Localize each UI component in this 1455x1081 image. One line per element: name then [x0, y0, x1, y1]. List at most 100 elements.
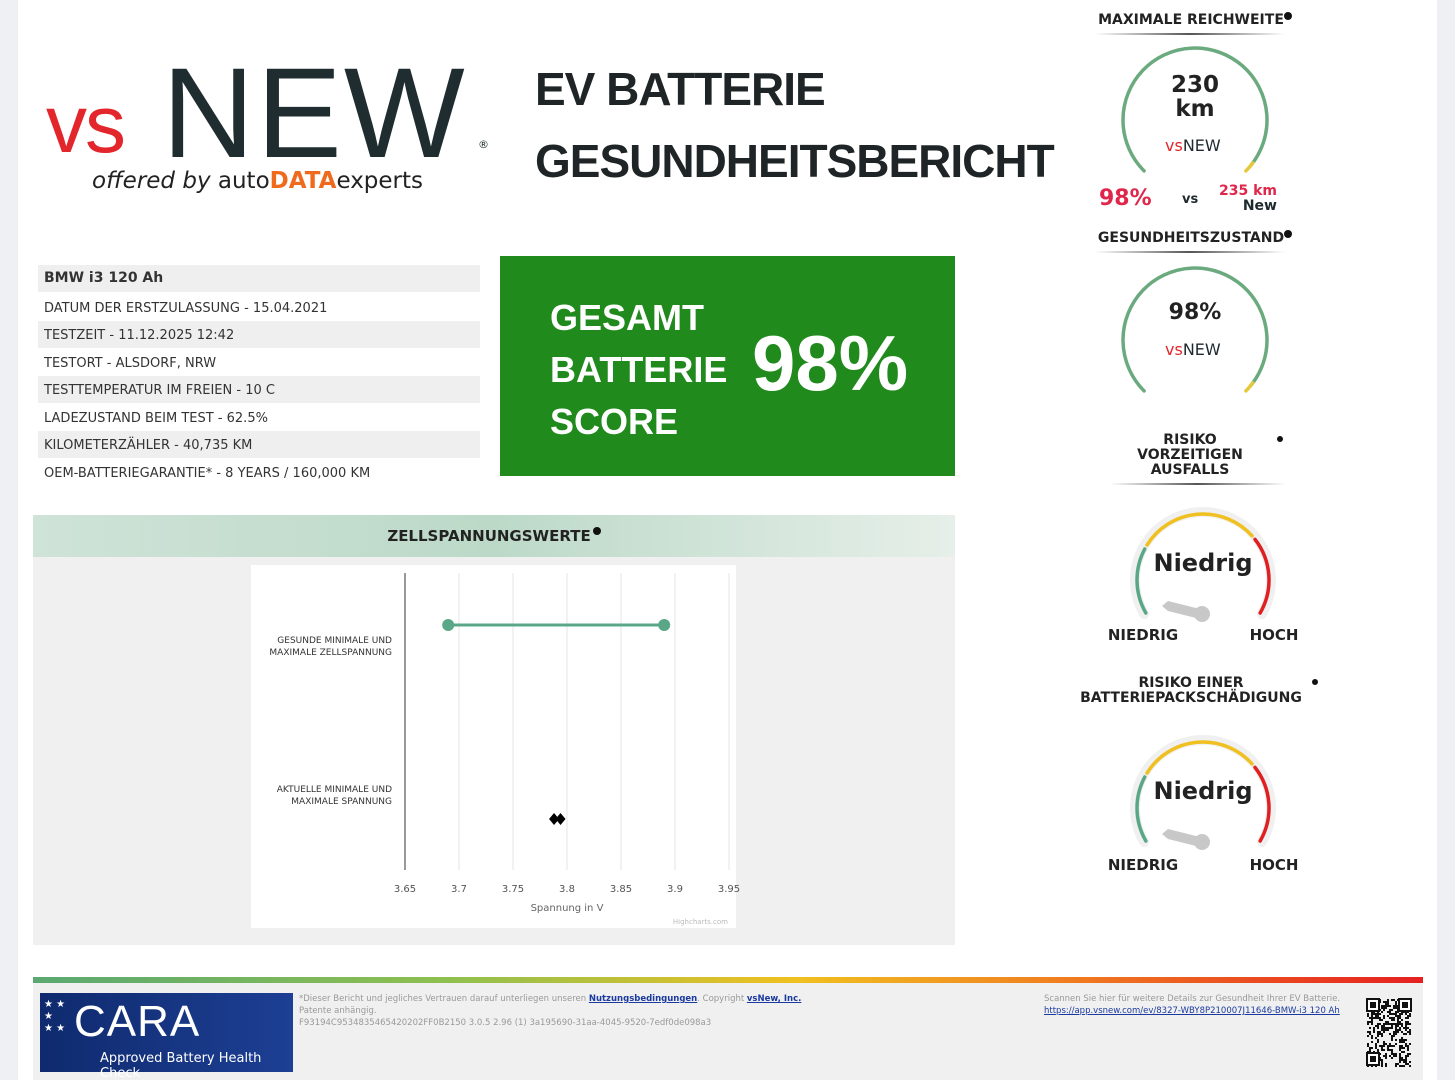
qr-module — [1369, 1017, 1371, 1019]
qr-module — [1403, 1059, 1405, 1061]
qr-module — [1401, 1045, 1403, 1047]
qr-module — [1389, 1005, 1391, 1007]
qr-module — [1375, 1015, 1377, 1017]
qr-module — [1399, 1021, 1401, 1023]
qr-module — [1381, 1035, 1383, 1037]
qr-module — [1393, 1033, 1395, 1035]
qr-module — [1409, 1053, 1411, 1055]
risk-gauge-mid-arc — [1145, 512, 1254, 547]
qr-module — [1399, 1061, 1401, 1063]
qr-module — [1381, 1011, 1383, 1013]
qr-module — [1387, 1001, 1389, 1003]
qr-module — [1379, 1033, 1381, 1035]
qr-module — [1403, 1039, 1405, 1041]
qr-module — [1377, 1049, 1379, 1051]
qr-module — [1385, 1027, 1387, 1029]
risk-damage-heading: RISIKO EINER BATTERIEPACKSCHÄDIGUNG — [1080, 675, 1302, 706]
qr-module — [1393, 1005, 1395, 1007]
qr-module — [1407, 1053, 1409, 1055]
qr-module — [1383, 1049, 1385, 1051]
qr-module — [1377, 1041, 1379, 1043]
logo-new: NEW — [162, 42, 467, 185]
qr-module — [1391, 1019, 1393, 1021]
qr-module — [1395, 1023, 1397, 1025]
page-edge-left — [0, 0, 18, 1080]
company-link[interactable]: vsNew, Inc. — [746, 994, 802, 1004]
qr-module — [1409, 1033, 1411, 1035]
vs-label: vs — [1182, 192, 1199, 207]
qr-module — [1381, 1047, 1383, 1049]
qr-module — [1401, 1037, 1403, 1039]
risk-low-label: NIEDRIG — [1107, 856, 1179, 874]
gauge-needle — [1162, 601, 1200, 619]
terms-link[interactable]: Nutzungsbedingungen — [588, 994, 698, 1004]
info-icon[interactable] — [592, 527, 601, 535]
qr-module — [1395, 1027, 1397, 1029]
qr-module — [1375, 1025, 1377, 1027]
range-heading: MAXIMALE REICHWEITE — [1080, 12, 1310, 28]
qr-module — [1395, 1003, 1397, 1005]
qr-module — [1383, 1015, 1385, 1017]
qr-module — [1395, 1011, 1397, 1013]
cell-voltage-heading: ZELLSPANNUNGSWERTE — [33, 515, 955, 557]
qr-module — [1385, 1065, 1387, 1067]
info-icon[interactable] — [1284, 230, 1293, 238]
qr-module — [1383, 1041, 1385, 1043]
qr-module — [1401, 1023, 1403, 1025]
qr-module — [1389, 1023, 1391, 1025]
qr-module — [1379, 1017, 1381, 1019]
qr-module — [1395, 1053, 1397, 1055]
qr-module — [1381, 1033, 1383, 1035]
qr-module — [1385, 1063, 1387, 1065]
qr-module — [1377, 1035, 1379, 1037]
qr-module — [1379, 1023, 1381, 1025]
health-heading: GESUNDHEITSZUSTAND — [1080, 230, 1310, 246]
info-icon[interactable] — [1277, 436, 1283, 442]
qr-module — [1397, 1017, 1399, 1019]
qr-code[interactable] — [1366, 998, 1412, 1068]
qr-module — [1407, 1021, 1409, 1023]
qr-module — [1391, 1053, 1393, 1055]
qr-module — [1403, 1027, 1405, 1029]
info-icon[interactable] — [1312, 679, 1318, 685]
qr-module — [1369, 1031, 1371, 1033]
risk-high-label: HOCH — [1249, 856, 1299, 874]
qr-module — [1393, 1007, 1395, 1009]
qr-module — [1389, 1011, 1391, 1013]
qr-module — [1395, 1013, 1397, 1015]
qr-module — [1391, 1049, 1393, 1051]
qr-module — [1397, 1029, 1399, 1031]
qr-module — [1385, 1053, 1387, 1055]
qr-module — [1395, 1033, 1397, 1035]
qr-module — [1375, 1043, 1377, 1045]
overall-score-card: GESAMT BATTERIE SCORE 98% — [500, 256, 955, 476]
qr-module — [1399, 1045, 1401, 1047]
qr-finder-center — [1402, 1002, 1408, 1008]
qr-module — [1391, 1023, 1393, 1025]
qr-module — [1371, 1041, 1373, 1043]
score-value: 98% — [752, 319, 909, 407]
info-row: DATUM DER ERSTZULASSUNG - 15.04.2021 — [44, 301, 328, 316]
qr-module — [1409, 1013, 1411, 1015]
divider — [1095, 33, 1285, 35]
qr-module — [1383, 1029, 1385, 1031]
qr-module — [1401, 1059, 1403, 1061]
qr-module — [1393, 1013, 1395, 1015]
report-url-link[interactable]: https://app.vsnew.com/ev/8327-WBY8P21000… — [1044, 1006, 1340, 1016]
qr-module — [1405, 1029, 1407, 1031]
info-icon[interactable] — [1283, 12, 1292, 20]
qr-module — [1383, 1031, 1385, 1033]
qr-module — [1399, 1015, 1401, 1017]
mini-logo: vsNEW — [1165, 340, 1221, 359]
qr-module — [1381, 1027, 1383, 1029]
info-row: LADEZUSTAND BEIM TEST - 62.5% — [44, 411, 268, 426]
qr-module — [1391, 1009, 1393, 1011]
qr-module — [1385, 1001, 1387, 1003]
qr-module — [1383, 1027, 1385, 1029]
qr-module — [1389, 1043, 1391, 1045]
range-value: 230 km — [1170, 72, 1219, 122]
qr-module — [1367, 1045, 1369, 1047]
qr-module — [1379, 1019, 1381, 1021]
qr-module — [1377, 1025, 1379, 1027]
qr-module — [1389, 1033, 1391, 1035]
